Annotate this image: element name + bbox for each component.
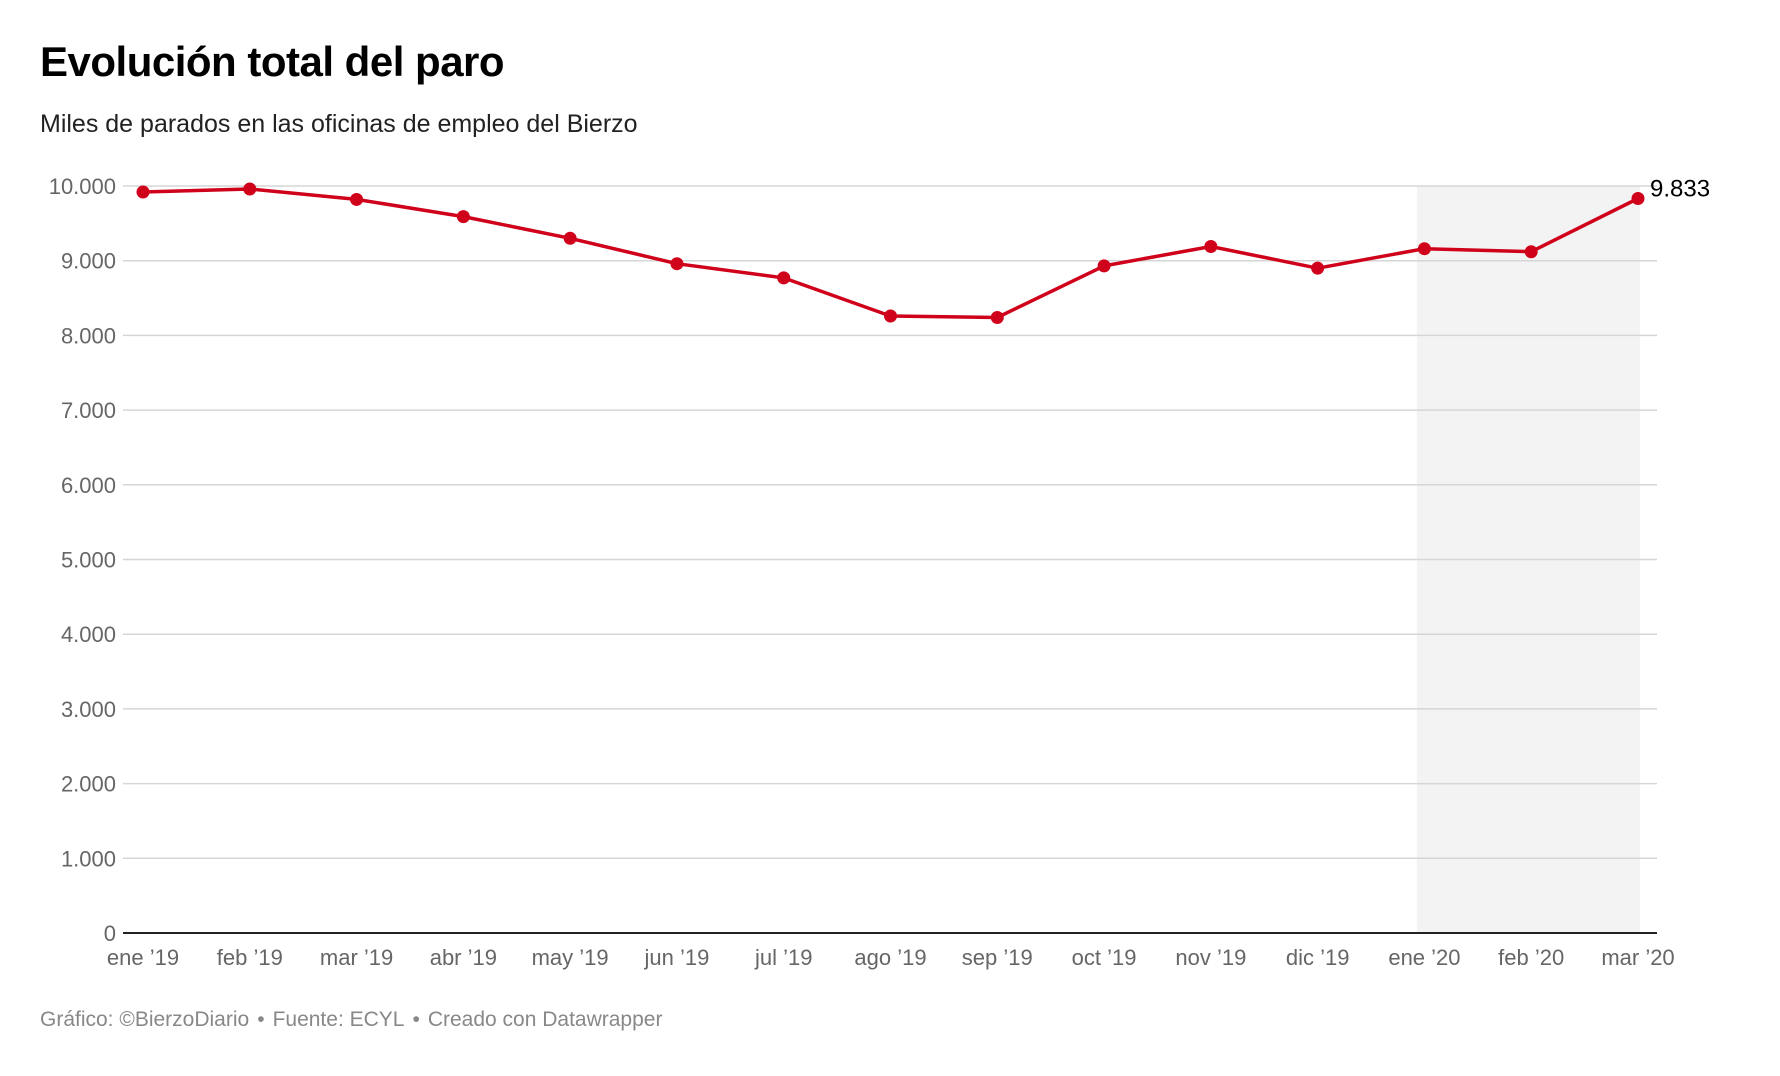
x-tick-label: oct ’19 xyxy=(1072,945,1137,970)
data-point xyxy=(777,271,791,285)
chart-title: Evolución total del paro xyxy=(40,38,505,85)
y-tick-label: 3.000 xyxy=(61,697,116,722)
data-point xyxy=(884,309,897,323)
footer-tool-credit: Creado con Datawrapper xyxy=(427,1008,663,1031)
x-tick-label: abr ’19 xyxy=(430,945,497,970)
x-axis-ticks: ene ’19 feb ’19 mar ’19 abr ’19 may ’19 jun ’… xyxy=(107,945,1675,970)
x-tick-label: feb ’19 xyxy=(217,945,283,970)
x-tick-label: feb ’20 xyxy=(1498,945,1564,970)
data-point xyxy=(1311,261,1325,275)
y-tick-label: 1.000 xyxy=(61,846,116,871)
data-point xyxy=(1631,191,1645,205)
footer-separator: • xyxy=(412,1008,420,1031)
data-point xyxy=(136,185,150,199)
value-label: 9.833 xyxy=(1650,175,1710,202)
data-point xyxy=(243,182,257,196)
y-tick-label: 8.000 xyxy=(61,323,116,348)
chart-footer: Gráfico: ©BierzoDiario • Fuente: ECYL • Crea… xyxy=(40,1008,662,1032)
footer-source: Fuente: ECYL xyxy=(272,1008,405,1031)
y-tick-label: 9.000 xyxy=(61,249,116,274)
data-point xyxy=(1204,240,1218,254)
x-tick-label: jul ’19 xyxy=(754,945,812,970)
line-chart: 0 1.000 2.000 3.000 4.000 5.000 6.000 7.000 8.00… xyxy=(49,174,1710,970)
series-line xyxy=(141,187,1640,320)
x-tick-label: ene ’20 xyxy=(1388,945,1460,970)
y-axis-ticks: 0 1.000 2.000 3.000 4.000 5.000 6.000 7.000 8.00… xyxy=(49,174,116,946)
y-tick-label: 5.000 xyxy=(61,548,116,573)
data-point xyxy=(1417,242,1431,256)
x-tick-label: dic ’19 xyxy=(1286,945,1350,970)
footer-chart-credit: Gráfico: ©BierzoDiario xyxy=(40,1008,250,1031)
x-tick-label: mar ’19 xyxy=(320,945,393,970)
x-tick-label: nov ’19 xyxy=(1175,945,1246,970)
gridlines xyxy=(123,185,1657,934)
series-layer xyxy=(136,182,1645,324)
data-point xyxy=(350,192,364,206)
y-tick-label: 7.000 xyxy=(61,398,116,423)
data-point xyxy=(456,210,470,224)
annotation-layer: 9.833 xyxy=(1650,175,1710,202)
chart-subtitle: Miles de parados en las oficinas de empl… xyxy=(40,110,638,138)
data-point xyxy=(1524,245,1538,259)
x-tick-label: ago ’19 xyxy=(854,945,926,970)
x-tick-label: sep ’19 xyxy=(962,945,1033,970)
data-point xyxy=(563,231,577,245)
data-point xyxy=(990,310,1004,324)
x-tick-label: may ’19 xyxy=(532,945,609,970)
y-tick-label: 6.000 xyxy=(61,473,116,498)
y-tick-label: 4.000 xyxy=(61,622,116,647)
y-tick-label: 0 xyxy=(104,921,116,946)
x-tick-label: ene ’19 xyxy=(107,945,179,970)
x-tick-label: mar ’20 xyxy=(1601,945,1674,970)
footer-separator: • xyxy=(257,1008,265,1031)
data-point xyxy=(1097,259,1111,273)
y-tick-label: 10.000 xyxy=(49,174,116,199)
x-tick-label: jun ’19 xyxy=(644,945,710,970)
data-point xyxy=(670,257,684,271)
y-tick-label: 2.000 xyxy=(61,772,116,797)
